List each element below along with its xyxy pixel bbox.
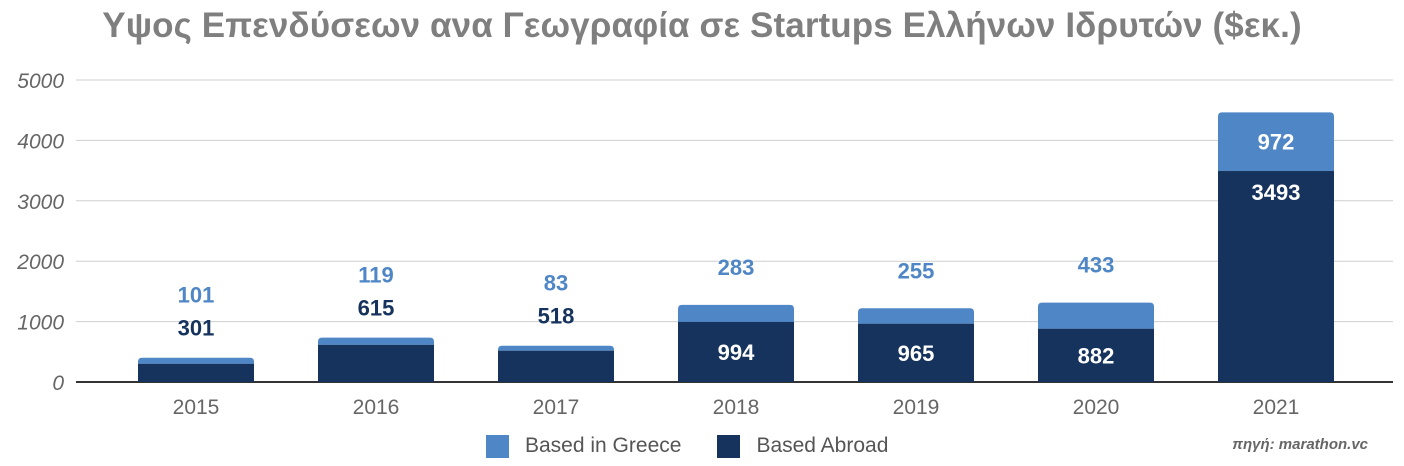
data-label-greece: 283: [718, 255, 755, 280]
x-tick-label: 2017: [533, 396, 580, 419]
data-label-greece: 433: [1078, 253, 1115, 278]
y-tick-label: 2000: [16, 251, 64, 274]
y-tick-label: 0: [52, 372, 64, 395]
legend-swatch-greece: [486, 434, 509, 458]
legend-swatch-abroad: [717, 434, 741, 458]
y-tick-label: 1000: [17, 312, 64, 335]
bar-segment-abroad: [1038, 328, 1154, 382]
bar-segment-greece: [138, 357, 254, 364]
x-tick-label: 2019: [893, 396, 940, 419]
y-tick-label: 4000: [17, 130, 64, 153]
data-label-abroad: 518: [538, 304, 575, 329]
data-label-abroad: 994: [718, 340, 755, 365]
data-label-greece: 83: [544, 271, 568, 296]
data-label-greece: 119: [358, 263, 394, 288]
x-tick-label: 2021: [1253, 396, 1300, 419]
data-label-greece: 255: [898, 258, 935, 283]
y-tick-label: 3000: [17, 191, 64, 214]
legend-label-abroad: Based Abroad: [756, 434, 889, 457]
bar-segment-greece: [858, 308, 974, 324]
bar-segment-abroad: [1218, 171, 1334, 382]
data-label-abroad: 965: [898, 341, 935, 366]
bar-segment-abroad: [318, 344, 434, 382]
data-label-abroad: 301: [178, 316, 215, 341]
data-label-abroad: 615: [358, 296, 395, 321]
legend-item-greece: Based in Greece: [486, 434, 681, 458]
bar-segment-abroad: [498, 350, 614, 382]
bar-segment-abroad: [858, 323, 974, 382]
data-label-abroad: 3493: [1252, 180, 1301, 205]
data-label-abroad: 882: [1078, 343, 1115, 368]
y-tick-label: 5000: [17, 70, 64, 93]
chart-plot-area: 0 1000 2000 3000 4000 5000 101 301 2015 119 615 201…: [16, 70, 1393, 419]
x-tick-label: 2020: [1073, 396, 1120, 419]
x-tick-label: 2016: [353, 396, 400, 419]
source-note: πηγή: marathon.vc: [1232, 436, 1368, 453]
x-tick-label: 2015: [173, 396, 220, 419]
legend-item-abroad: Based Abroad: [717, 434, 888, 458]
legend-label-greece: Based in Greece: [525, 434, 682, 457]
bar-segment-abroad: [138, 363, 254, 382]
bar-segment-greece: [678, 304, 794, 322]
chart-title: Υψος Επενδύσεων ανα Γεωγραφία σε Startup…: [102, 6, 1302, 45]
bar-segment-greece: [498, 345, 614, 351]
bar-segment-greece: [318, 337, 434, 345]
bar-segment-greece: [1218, 112, 1334, 172]
bar-segment-abroad: [678, 321, 794, 382]
chart-legend: Based in Greece Based Abroad: [486, 433, 924, 459]
bar-segment-greece: [1038, 302, 1154, 329]
x-tick-label: 2018: [713, 396, 760, 419]
data-label-greece: 101: [178, 283, 215, 308]
data-label-greece: 972: [1258, 130, 1295, 155]
